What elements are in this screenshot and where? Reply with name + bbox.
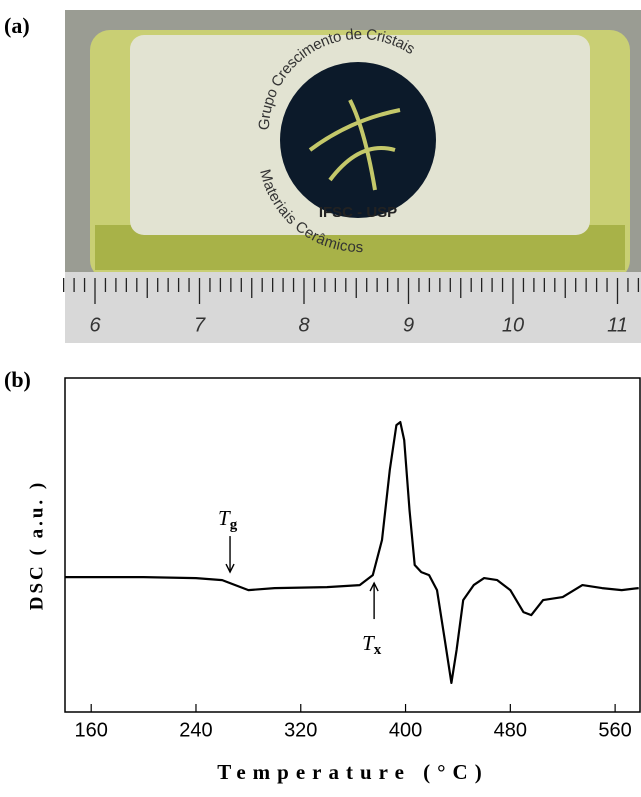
ruler-number: 10 xyxy=(502,314,524,336)
annotation-symbol: T xyxy=(218,506,231,530)
plot-frame xyxy=(64,377,641,713)
x-tick-label: 320 xyxy=(284,719,317,741)
photo: Grupo Crescimento de Cristais Materiais … xyxy=(63,10,641,343)
annotation: Tg xyxy=(218,506,238,534)
annotation-subscript: x xyxy=(374,643,382,659)
panel-label: (b) xyxy=(4,367,31,392)
x-tick-label: 480 xyxy=(494,719,527,741)
y-axis-label: DSC ( a.u. ) xyxy=(26,480,47,610)
logo-star xyxy=(308,99,401,191)
ruler-number: 9 xyxy=(403,314,414,336)
dsc-curve xyxy=(65,421,639,684)
ruler-number: 7 xyxy=(194,314,206,336)
arrow-head xyxy=(225,563,235,574)
annotation-symbol: T xyxy=(362,631,375,655)
x-tick-label: 400 xyxy=(389,719,422,741)
ruler xyxy=(65,272,641,343)
annotation-subscript: g xyxy=(230,518,238,534)
x-axis-label: Temperature (°C) xyxy=(217,760,488,784)
x-tick-label: 240 xyxy=(179,719,212,741)
x-tick-label: 160 xyxy=(75,719,108,741)
x-tick-label: 560 xyxy=(598,719,631,741)
ruler-number: 11 xyxy=(607,314,628,336)
panel-label: (a) xyxy=(4,13,30,38)
label-org: IFSC - USP xyxy=(319,204,397,221)
arrow-head xyxy=(369,581,379,592)
ruler-scale: 6 7 8 9 10 11 xyxy=(63,278,640,336)
annotation: Tx xyxy=(362,631,382,659)
ruler-number: 6 xyxy=(89,314,101,336)
logo-circle xyxy=(280,62,436,218)
ruler-number: 8 xyxy=(298,314,309,336)
